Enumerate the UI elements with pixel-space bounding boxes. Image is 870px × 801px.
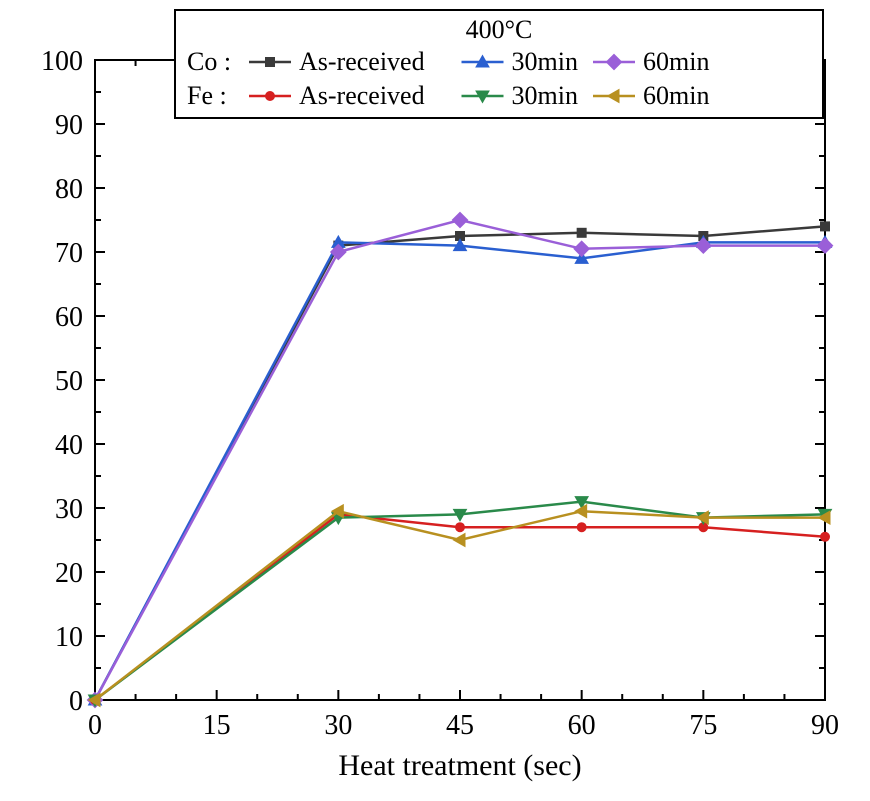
series-line (95, 220, 825, 700)
legend-entry-label: 30min (512, 47, 578, 76)
svg-text:40: 40 (55, 430, 83, 461)
svg-text:60: 60 (55, 302, 83, 333)
series-markers (89, 236, 832, 705)
svg-text:10: 10 (55, 622, 83, 653)
svg-text:75: 75 (689, 710, 717, 741)
legend-entry-label: 60min (643, 47, 709, 76)
svg-text:100: 100 (41, 46, 83, 77)
svg-text:70: 70 (55, 238, 83, 269)
svg-text:90: 90 (55, 110, 83, 141)
svg-text:30: 30 (324, 710, 352, 741)
svg-text:15: 15 (203, 710, 231, 741)
legend-title: 400°C (466, 15, 533, 44)
chart-container: 0 15 30 45 60 75 90 0 10 20 30 40 50 60 70 80 90 100 Heat … (0, 0, 870, 801)
svg-text:20: 20 (55, 558, 83, 589)
svg-text:60: 60 (568, 710, 596, 741)
svg-text:Fe :: Fe : (187, 81, 227, 110)
legend: 400°C Co : As-received 30min 60min Fe : As-r… (175, 10, 823, 118)
svg-text:0: 0 (69, 686, 83, 717)
svg-text:80: 80 (55, 174, 83, 205)
svg-text:45: 45 (446, 710, 474, 741)
series-line (95, 226, 825, 700)
series-markers (87, 212, 832, 707)
svg-text:90: 90 (811, 710, 839, 741)
svg-text:30: 30 (55, 494, 83, 525)
legend-entry-label: As-received (299, 47, 425, 76)
legend-entry-label: 60min (643, 81, 709, 110)
x-axis-label: Heat treatment (sec) (338, 749, 581, 782)
legend-entry-label: 30min (512, 81, 578, 110)
svg-text:0: 0 (88, 710, 102, 741)
svg-text:Co :: Co : (187, 47, 231, 76)
series-markers (89, 505, 831, 707)
legend-entry-label: As-received (299, 81, 425, 110)
series-markers (91, 222, 830, 705)
line-chart: 0 15 30 45 60 75 90 0 10 20 30 40 50 60 70 80 90 100 Heat … (0, 0, 870, 801)
series-line (95, 242, 825, 700)
svg-text:50: 50 (55, 366, 83, 397)
